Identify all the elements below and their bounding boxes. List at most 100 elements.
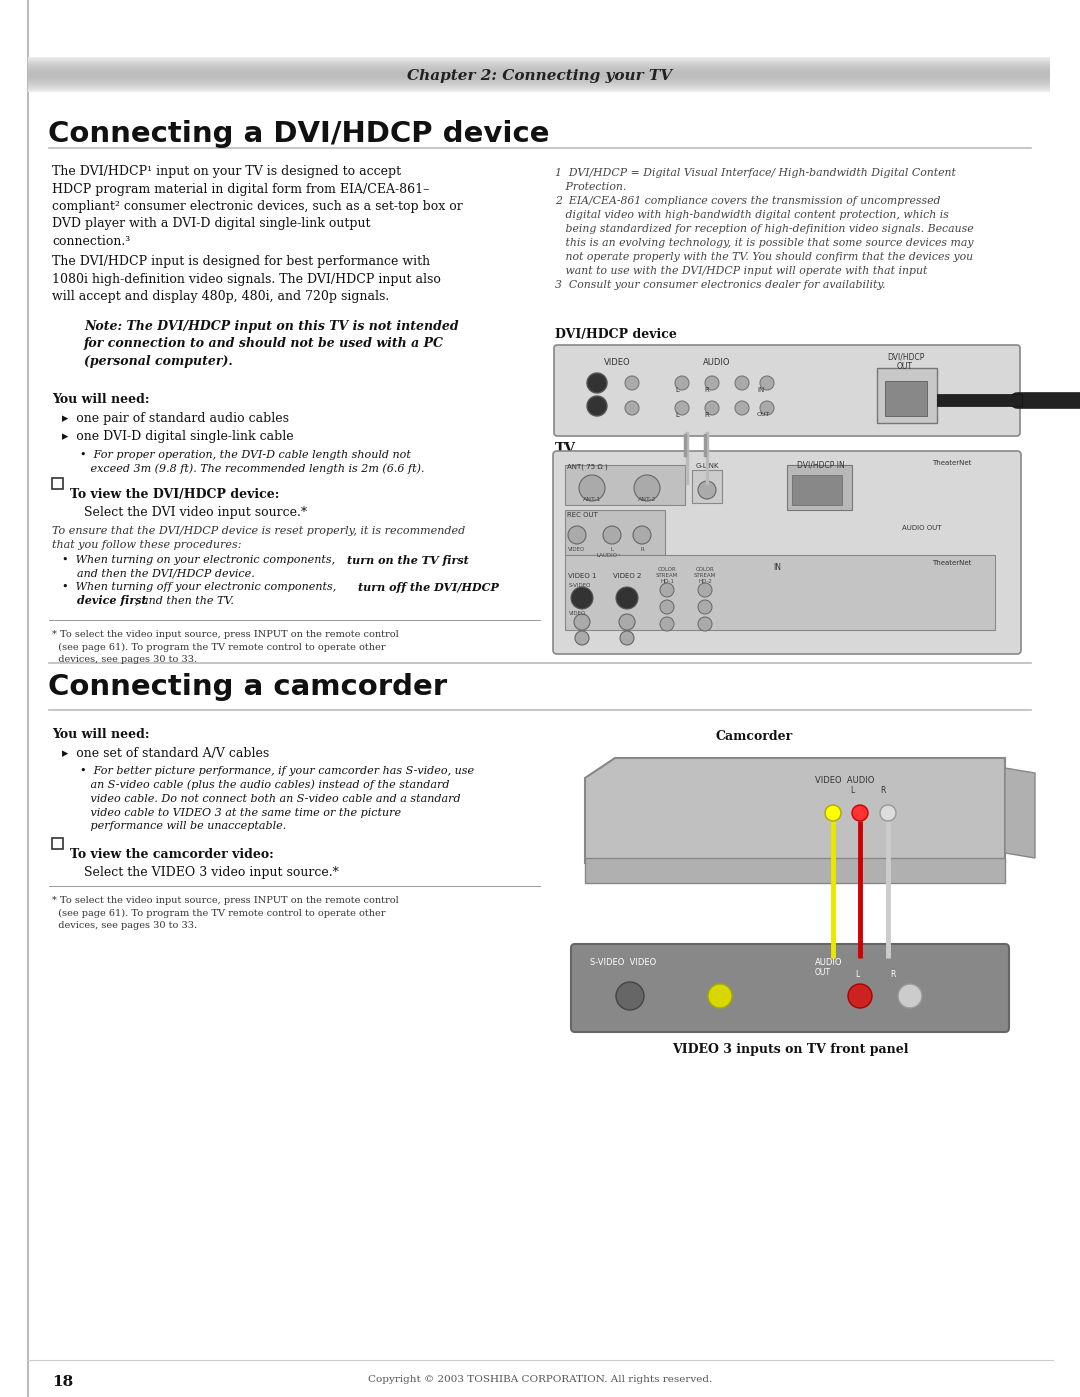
- Bar: [885, 381, 927, 416]
- Circle shape: [705, 376, 719, 390]
- Text: Copyright © 2003 TOSHIBA CORPORATION. All rights reserved.: Copyright © 2003 TOSHIBA CORPORATION. Al…: [368, 1375, 712, 1384]
- Text: REC OUT: REC OUT: [567, 511, 598, 518]
- Text: VIDEO 2: VIDEO 2: [612, 573, 642, 578]
- Bar: [52, 838, 63, 849]
- Circle shape: [698, 617, 712, 631]
- Text: •  For better picture performance, if your camcorder has S-video, use
   an S-vi: • For better picture performance, if you…: [80, 766, 474, 831]
- Text: turn on the TV first: turn on the TV first: [347, 555, 469, 566]
- Bar: [692, 469, 723, 503]
- Text: VIDEO: VIDEO: [569, 610, 586, 616]
- FancyBboxPatch shape: [571, 944, 1009, 1032]
- Text: VIDEO: VIDEO: [604, 358, 631, 367]
- Text: To ensure that the DVI/HDCP device is reset properly, it is recommended
that you: To ensure that the DVI/HDCP device is re…: [52, 527, 465, 549]
- Text: L: L: [850, 787, 854, 795]
- Text: 1  DVI/HDCP = Digital Visual Interface/ High-bandwidth Digital Content
   Protec: 1 DVI/HDCP = Digital Visual Interface/ H…: [555, 168, 974, 291]
- Text: OUT: OUT: [897, 362, 913, 372]
- Circle shape: [880, 805, 896, 821]
- Text: S-VIDEO: S-VIDEO: [569, 583, 592, 588]
- Circle shape: [571, 587, 593, 609]
- Text: DVI/HDCP device: DVI/HDCP device: [555, 328, 677, 341]
- Circle shape: [708, 983, 732, 1009]
- Text: and then the DVI/HDCP device.: and then the DVI/HDCP device.: [77, 569, 255, 578]
- Text: ANT-1: ANT-1: [583, 497, 602, 502]
- Text: R: R: [704, 412, 710, 418]
- Circle shape: [698, 481, 716, 499]
- Circle shape: [660, 617, 674, 631]
- Circle shape: [616, 982, 644, 1010]
- Circle shape: [625, 401, 639, 415]
- Text: Camcorder: Camcorder: [715, 731, 793, 743]
- Bar: [565, 510, 665, 555]
- Text: The DVI/HDCP input is designed for best performance with
1080i high-definition v: The DVI/HDCP input is designed for best …: [52, 256, 441, 303]
- Circle shape: [573, 615, 590, 630]
- Circle shape: [603, 527, 621, 543]
- Text: To view the DVI/HDCP device:: To view the DVI/HDCP device:: [70, 488, 280, 502]
- Text: The DVI/HDCP¹ input on your TV is designed to accept
HDCP program material in di: The DVI/HDCP¹ input on your TV is design…: [52, 165, 462, 249]
- Circle shape: [760, 401, 774, 415]
- Text: G-LINK: G-LINK: [696, 462, 719, 469]
- Circle shape: [619, 615, 635, 630]
- Text: device first: device first: [77, 595, 147, 606]
- Text: Connecting a camcorder: Connecting a camcorder: [48, 673, 447, 701]
- Text: COLOR
STREAM
HD-1: COLOR STREAM HD-1: [656, 567, 678, 584]
- Text: L: L: [610, 548, 613, 552]
- FancyBboxPatch shape: [554, 345, 1020, 436]
- Text: VIDEO 1: VIDEO 1: [568, 573, 596, 578]
- Bar: [565, 555, 995, 630]
- Circle shape: [634, 475, 660, 502]
- FancyBboxPatch shape: [553, 451, 1021, 654]
- Text: R: R: [880, 787, 886, 795]
- Polygon shape: [585, 759, 1005, 863]
- Circle shape: [848, 983, 872, 1009]
- Text: AUDIO OUT: AUDIO OUT: [902, 525, 942, 531]
- Text: TheaterNet: TheaterNet: [932, 560, 971, 566]
- Circle shape: [660, 599, 674, 615]
- Text: DVI/HDCP: DVI/HDCP: [887, 353, 924, 362]
- Circle shape: [897, 983, 922, 1009]
- Circle shape: [698, 583, 712, 597]
- Bar: [877, 367, 937, 423]
- Circle shape: [735, 376, 750, 390]
- Text: •  When turning off your electronic components,: • When turning off your electronic compo…: [62, 583, 340, 592]
- Text: You will need:: You will need:: [52, 393, 149, 407]
- Text: COLOR
STREAM
HD-2: COLOR STREAM HD-2: [693, 567, 716, 584]
- Text: R: R: [640, 548, 644, 552]
- Text: VIDEO: VIDEO: [568, 548, 585, 552]
- Text: IN: IN: [773, 563, 781, 571]
- Circle shape: [588, 373, 607, 393]
- Text: Select the DVI video input source.*: Select the DVI video input source.*: [84, 506, 307, 520]
- Circle shape: [633, 527, 651, 543]
- Text: OUT: OUT: [815, 968, 831, 977]
- Text: VIDEO 3 inputs on TV front panel: VIDEO 3 inputs on TV front panel: [672, 1044, 908, 1056]
- Bar: [792, 475, 842, 504]
- Text: IN: IN: [757, 387, 765, 393]
- Bar: [52, 478, 63, 489]
- Circle shape: [735, 401, 750, 415]
- Text: , and then the TV.: , and then the TV.: [135, 595, 234, 605]
- Bar: [565, 465, 685, 504]
- Text: 18: 18: [52, 1375, 73, 1389]
- Text: S-VIDEO  VIDEO: S-VIDEO VIDEO: [590, 958, 657, 967]
- Circle shape: [825, 805, 841, 821]
- Circle shape: [616, 587, 638, 609]
- Text: Select the VIDEO 3 video input source.*: Select the VIDEO 3 video input source.*: [84, 866, 339, 879]
- Circle shape: [705, 401, 719, 415]
- Circle shape: [588, 395, 607, 416]
- Text: VIDEO  AUDIO: VIDEO AUDIO: [815, 775, 875, 785]
- Text: •  For proper operation, the DVI-D cable length should not
   exceed 3m (9.8 ft): • For proper operation, the DVI-D cable …: [80, 450, 424, 475]
- Text: TV: TV: [555, 441, 576, 455]
- Text: Note: The DVI/HDCP input on this TV is not intended
for connection to and should: Note: The DVI/HDCP input on this TV is n…: [84, 320, 459, 367]
- Text: turn off the DVI/HDCP: turn off the DVI/HDCP: [357, 583, 499, 592]
- Circle shape: [760, 376, 774, 390]
- Text: AUDIO: AUDIO: [703, 358, 731, 367]
- Text: ▸  one DVI-D digital single-link cable: ▸ one DVI-D digital single-link cable: [62, 430, 294, 443]
- Circle shape: [620, 631, 634, 645]
- Text: Chapter 2: Connecting your TV: Chapter 2: Connecting your TV: [407, 68, 673, 82]
- Text: AUDIO: AUDIO: [815, 958, 842, 967]
- Text: TheaterNet: TheaterNet: [932, 460, 971, 467]
- Text: R: R: [890, 970, 895, 979]
- Circle shape: [575, 631, 589, 645]
- Text: * To select the video input source, press INPUT on the remote control
  (see pag: * To select the video input source, pres…: [52, 895, 399, 930]
- Circle shape: [675, 376, 689, 390]
- Text: You will need:: You will need:: [52, 728, 149, 740]
